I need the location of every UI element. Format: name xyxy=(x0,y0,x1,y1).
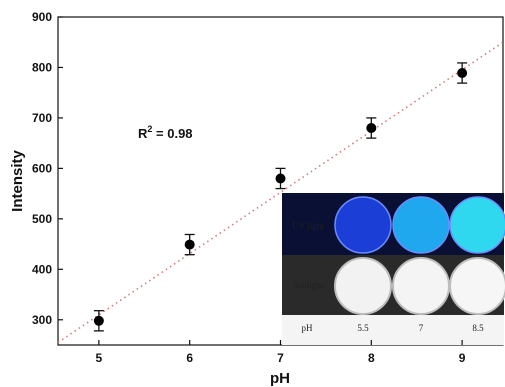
data-point xyxy=(457,68,468,79)
x-tick-label: 5 xyxy=(96,351,103,365)
data-points xyxy=(93,62,468,332)
y-tick-label: 300 xyxy=(32,313,52,327)
uv-wells xyxy=(334,196,505,254)
inset-row-label-uv: UV light xyxy=(292,221,324,231)
uv-well xyxy=(449,196,505,254)
y-tick-label: 800 xyxy=(32,60,52,74)
r-squared-annotation: R2 = 0.98 xyxy=(138,124,193,141)
data-point xyxy=(366,123,377,134)
sunlight-well xyxy=(334,257,392,315)
uv-well xyxy=(392,196,450,254)
x-tick-label: 8 xyxy=(368,351,375,365)
inset-ph-band xyxy=(282,315,504,345)
y-tick-label: 900 xyxy=(32,10,52,24)
data-point xyxy=(275,173,286,184)
inset-ph-value-1: 5.5 xyxy=(357,323,369,333)
axis-ticks: 5 6 7 8 9 300 400 500 600 700 800 900 xyxy=(32,10,466,365)
x-tick-label: 6 xyxy=(186,351,193,365)
inset-ph-value-2: 7 xyxy=(419,323,424,333)
inset-row-label-sunlight: Sunlight xyxy=(293,280,324,290)
data-point xyxy=(93,315,104,326)
sunlight-wells xyxy=(334,257,505,315)
uv-well xyxy=(334,196,392,254)
inset-photo: UV light Sunlight pH 5.5 7 8.5 xyxy=(282,193,505,345)
y-tick-label: 500 xyxy=(32,212,52,226)
y-tick-label: 400 xyxy=(32,262,52,276)
sunlight-well xyxy=(392,257,450,315)
y-tick-label: 600 xyxy=(32,161,52,175)
inset-ph-label: pH xyxy=(302,323,314,333)
inset-ph-value-3: 8.5 xyxy=(472,323,484,333)
x-tick-label: 9 xyxy=(459,351,466,365)
sunlight-well xyxy=(449,257,505,315)
x-tick-label: 7 xyxy=(277,351,284,365)
y-axis-label: Intensity xyxy=(9,150,26,212)
data-point xyxy=(184,239,195,250)
y-tick-label: 700 xyxy=(32,111,52,125)
x-axis-label: pH xyxy=(270,370,290,387)
